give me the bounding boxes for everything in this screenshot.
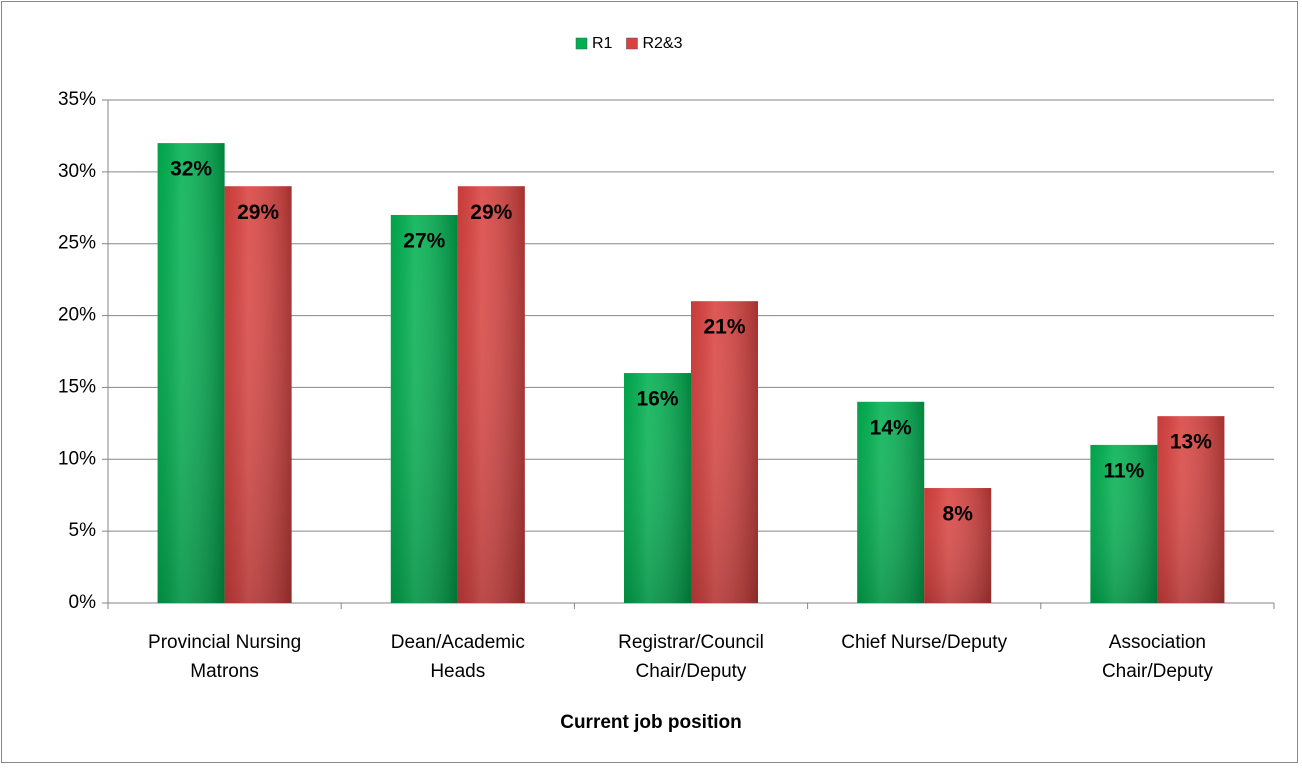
- x-tick-label: Chief Nurse/Deputy: [841, 632, 1008, 653]
- value-label: 32%: [170, 158, 212, 181]
- bar-shade: [157, 143, 225, 603]
- x-tick-label: Provincial Nursing Matrons: [148, 632, 302, 682]
- bar-shade: [857, 401, 925, 603]
- y-tick-label: 15%: [58, 376, 96, 397]
- legend-label: R1: [592, 35, 613, 52]
- legend-label: R2&3: [642, 35, 682, 52]
- value-label: 27%: [403, 230, 445, 253]
- bar-shade: [924, 488, 992, 603]
- bar-shade: [224, 186, 292, 603]
- value-label: 14%: [870, 416, 912, 439]
- value-label: 16%: [636, 388, 678, 411]
- bar-shade: [457, 186, 525, 603]
- bar-shade: [624, 373, 691, 603]
- bar-shade: [1090, 444, 1158, 603]
- y-tick-label: 20%: [58, 305, 96, 326]
- x-axis-title: Current job position: [560, 712, 742, 733]
- x-tick-label: Association Chair/Deputy: [1101, 632, 1213, 682]
- legend-swatch: [626, 37, 638, 50]
- bar-shade: [691, 301, 758, 603]
- y-tick-label: 35%: [58, 89, 96, 110]
- value-label: 8%: [943, 503, 974, 526]
- value-label: 11%: [1103, 459, 1144, 482]
- x-tick-label: Registrar/Council Chair/Deputy: [618, 632, 764, 682]
- y-tick-label: 10%: [58, 448, 96, 469]
- legend-swatch: [575, 37, 588, 50]
- bar-shade: [390, 214, 458, 603]
- value-label: 29%: [237, 201, 279, 224]
- value-label: 13%: [1170, 431, 1212, 454]
- value-label: 29%: [470, 201, 512, 224]
- value-label: 21%: [703, 316, 745, 339]
- bar-shade: [1157, 416, 1225, 603]
- x-tick-label: Dean/Academic Heads: [390, 632, 525, 682]
- y-tick-label: 5%: [69, 520, 97, 541]
- y-tick-label: 0%: [69, 592, 97, 613]
- y-tick-label: 25%: [58, 233, 96, 254]
- y-tick-label: 30%: [58, 161, 96, 182]
